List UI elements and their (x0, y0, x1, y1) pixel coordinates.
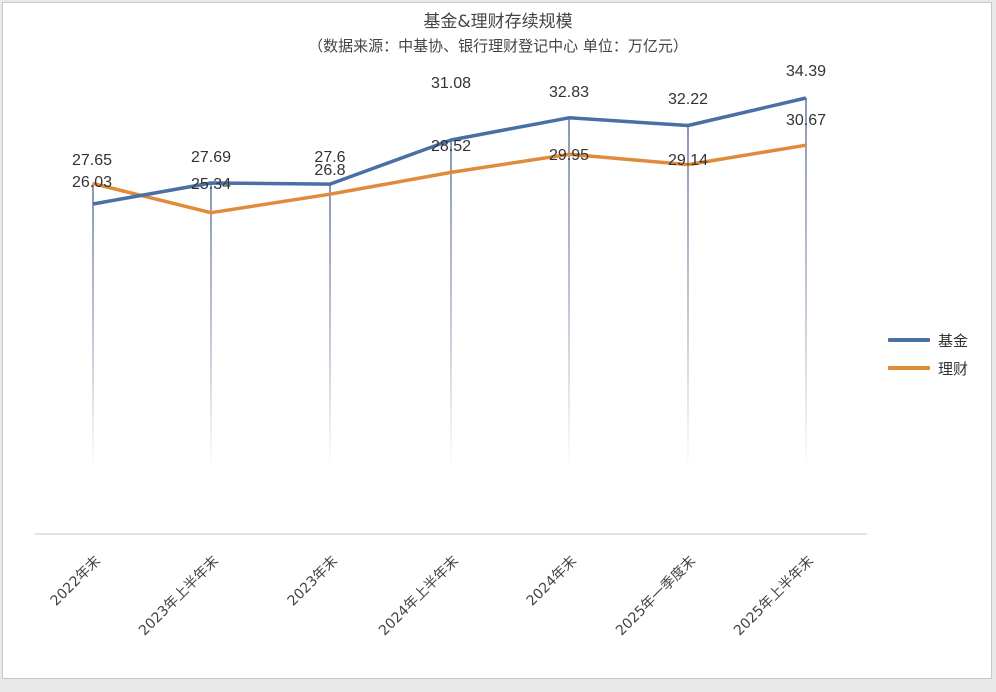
legend: 基金 理财 (888, 326, 968, 382)
chart-title: 基金&理财存续规模 (423, 12, 573, 32)
data-label-lower: 26.8 (314, 162, 345, 179)
drop-line (450, 139, 452, 470)
data-label-upper: 27.6 (314, 149, 345, 166)
legend-item-fund: 基金 (888, 326, 968, 354)
data-label-lower: 29.95 (549, 147, 589, 164)
data-label-lower: 25.34 (191, 176, 231, 193)
drop-line (329, 184, 331, 470)
drop-lines (92, 97, 807, 470)
data-label-lower: 26.03 (72, 174, 112, 191)
data-label-upper: 27.65 (72, 152, 112, 169)
legend-label-wealth: 理财 (938, 359, 969, 378)
legend-swatch-wealth (888, 366, 930, 370)
data-label-upper: 32.22 (668, 91, 708, 108)
series-line-wealth (92, 143, 807, 215)
chart-frame (2, 2, 992, 679)
data-label-upper: 31.08 (431, 75, 471, 92)
drop-line (210, 182, 212, 470)
chart-subtitle: （数据来源：中基协、银行理财登记中心 单位：万亿元） (308, 37, 688, 55)
data-label-upper: 32.83 (549, 84, 589, 101)
data-label-upper: 34.39 (786, 63, 826, 80)
legend-item-wealth: 理财 (888, 354, 968, 382)
legend-swatch-fund (888, 338, 930, 342)
data-label-lower: 28.52 (431, 138, 471, 155)
drop-line (568, 117, 570, 470)
data-label-lower: 30.67 (786, 112, 826, 129)
drop-line (805, 97, 807, 470)
data-label-lower: 29.14 (668, 152, 708, 169)
data-labels: 27.65 27.69 27.6 31.08 32.83 32.22 34.39 26.03 2… (72, 63, 826, 193)
data-label-upper: 27.69 (191, 149, 231, 166)
legend-label-fund: 基金 (938, 331, 969, 350)
drop-line (687, 125, 689, 470)
drop-line (92, 183, 94, 470)
series-line-fund (92, 96, 807, 206)
